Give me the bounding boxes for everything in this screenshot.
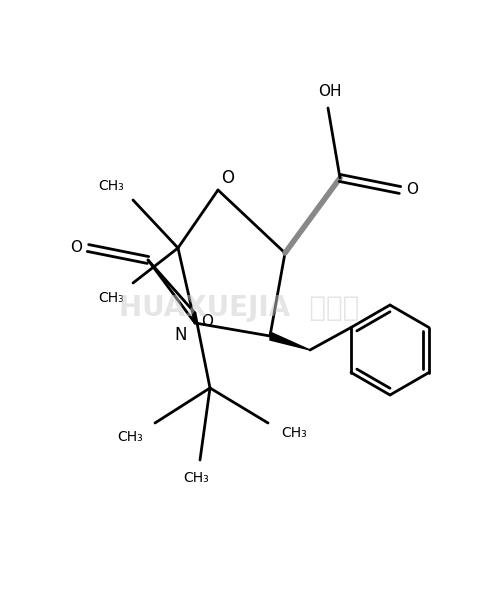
Text: O: O <box>406 182 418 198</box>
Polygon shape <box>270 332 310 350</box>
Text: CH₃: CH₃ <box>117 430 143 444</box>
Text: O: O <box>221 169 235 187</box>
Text: CH₃: CH₃ <box>281 426 307 440</box>
Text: CH₃: CH₃ <box>98 291 124 305</box>
Text: O: O <box>201 314 213 328</box>
Text: CH₃: CH₃ <box>98 179 124 193</box>
Text: N: N <box>175 326 187 344</box>
Text: OH: OH <box>318 85 342 100</box>
Text: CH₃: CH₃ <box>183 471 209 485</box>
Text: HUAXUEJIA  化学加: HUAXUEJIA 化学加 <box>119 294 359 322</box>
Text: O: O <box>70 241 82 255</box>
